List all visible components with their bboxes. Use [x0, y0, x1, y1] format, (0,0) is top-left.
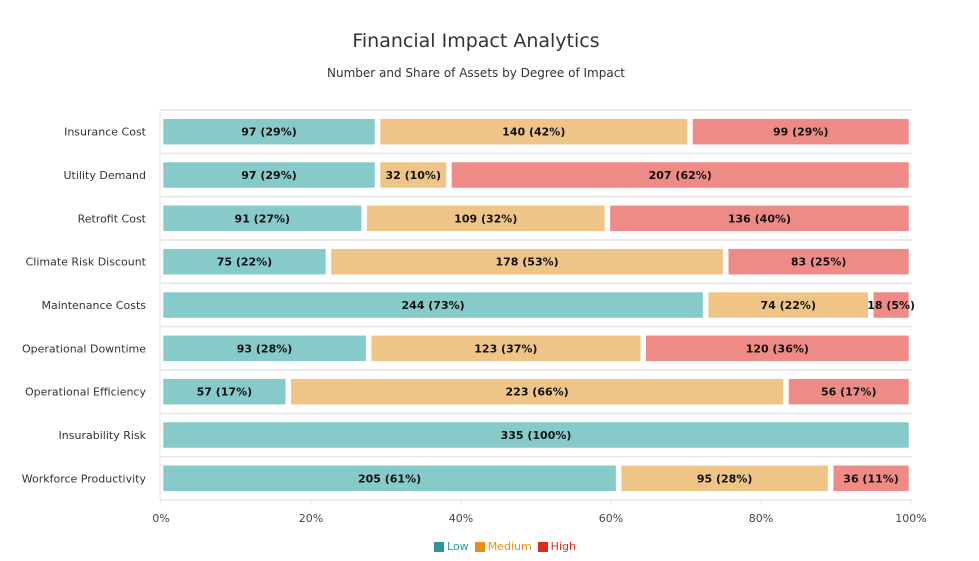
bar-data-label: 18 (5%)	[867, 299, 915, 312]
category-label: Operational Efficiency	[25, 386, 147, 399]
bar-data-label: 56 (17%)	[821, 386, 877, 399]
bar-data-label: 57 (17%)	[197, 386, 253, 399]
bar-data-label: 120 (36%)	[746, 342, 809, 355]
bar-segment-high[interactable]	[788, 378, 910, 405]
bar-segment-low[interactable]	[162, 118, 376, 145]
bar-segment-medium[interactable]	[379, 118, 688, 145]
x-tick-label: 20%	[299, 512, 323, 525]
bar-segment-high[interactable]	[727, 248, 910, 275]
bars: 97 (29%) 140 (42%) 99 (29%) 97 (29%) 32 (10%…	[162, 118, 915, 492]
bar-segment-medium[interactable]	[330, 248, 724, 275]
bar-segment-medium[interactable]	[707, 291, 869, 319]
x-tick-label: 100%	[895, 512, 926, 525]
bar-data-label: 32 (10%)	[385, 169, 441, 182]
bar-data-label: 91 (27%)	[235, 212, 291, 225]
bar-data-label: 109 (32%)	[454, 212, 517, 225]
bar-segment-low[interactable]	[162, 161, 376, 189]
bar-segment-low[interactable]	[162, 205, 362, 232]
bar-data-label: 97 (29%)	[241, 169, 297, 182]
bar-data-label: 36 (11%)	[843, 472, 899, 485]
bar-data-label: 83 (25%)	[791, 256, 847, 269]
legend-swatch	[537, 541, 548, 552]
legend-label: Low	[447, 540, 469, 553]
bar-segment-high[interactable]	[451, 161, 910, 189]
bar-data-label: 75 (22%)	[217, 256, 273, 269]
category-label: Retrofit Cost	[78, 212, 147, 225]
bar-data-label: 93 (28%)	[237, 342, 293, 355]
category-label: Workforce Productivity	[22, 472, 147, 485]
bar-data-label: 95 (28%)	[697, 472, 753, 485]
bar-data-label: 223 (66%)	[506, 386, 569, 399]
bar-segment-medium[interactable]	[290, 378, 784, 405]
bar-data-label: 335 (100%)	[501, 429, 572, 442]
x-axis: 0% 20% 40% 60% 80% 100%	[152, 500, 927, 525]
bar-segment-low[interactable]	[162, 421, 910, 449]
bar-data-label: 97 (29%)	[241, 126, 297, 139]
legend-label: High	[550, 540, 576, 553]
category-label: Utility Demand	[64, 169, 147, 182]
chart-subtitle: Number and Share of Assets by Degree of …	[326, 66, 625, 80]
bar-segment-low[interactable]	[162, 465, 617, 492]
bar-segment-high[interactable]	[832, 465, 910, 492]
category-label: Insurance Cost	[64, 126, 147, 139]
bar-segment-high[interactable]	[692, 118, 910, 145]
chart-title: Financial Impact Analytics	[352, 30, 600, 52]
bar-segment-low[interactable]	[162, 335, 367, 362]
x-tick-label: 60%	[599, 512, 623, 525]
legend: Low Medium High	[0, 540, 979, 555]
bar-data-label: 178 (53%)	[495, 256, 558, 269]
category-label: Operational Downtime	[22, 342, 146, 355]
bar-segment-medium[interactable]	[620, 465, 829, 492]
bar-segment-low[interactable]	[162, 378, 286, 405]
bar-segment-low[interactable]	[162, 291, 704, 319]
bar-segment-medium[interactable]	[379, 161, 447, 189]
category-label: Maintenance Costs	[41, 299, 146, 312]
bar-segment-medium[interactable]	[366, 205, 606, 232]
bar-data-label: 99 (29%)	[773, 126, 829, 139]
legend-item-low[interactable]: Low	[434, 540, 469, 553]
bar-data-label: 205 (61%)	[358, 472, 421, 485]
x-tick-label: 40%	[449, 512, 473, 525]
x-tick-label: 80%	[749, 512, 773, 525]
legend-label: Medium	[487, 540, 532, 553]
bar-data-label: 136 (40%)	[728, 212, 791, 225]
bar-segment-high[interactable]	[873, 291, 910, 319]
bar-segment-high[interactable]	[645, 335, 910, 362]
bar-data-label: 140 (42%)	[502, 126, 565, 139]
bar-segment-low[interactable]	[162, 248, 327, 275]
bar-data-label: 123 (37%)	[474, 342, 537, 355]
bar-segment-medium[interactable]	[370, 335, 641, 362]
bar-data-label: 74 (22%)	[760, 299, 816, 312]
category-label: Climate Risk Discount	[26, 256, 147, 269]
bar-segment-high[interactable]	[609, 205, 910, 232]
bar-data-label: 244 (73%)	[401, 299, 464, 312]
legend-swatch	[474, 541, 485, 552]
legend-swatch	[434, 541, 445, 552]
category-label: Insurability Risk	[59, 429, 147, 442]
bar-data-label: 207 (62%)	[649, 169, 712, 182]
legend-item-medium[interactable]: Medium	[474, 540, 532, 553]
x-tick-label: 0%	[152, 512, 169, 525]
category-labels: Insurance Cost Utility Demand Retrofit Cos…	[22, 126, 147, 486]
grid	[159, 109, 912, 501]
legend-item-high[interactable]: High	[537, 540, 576, 553]
